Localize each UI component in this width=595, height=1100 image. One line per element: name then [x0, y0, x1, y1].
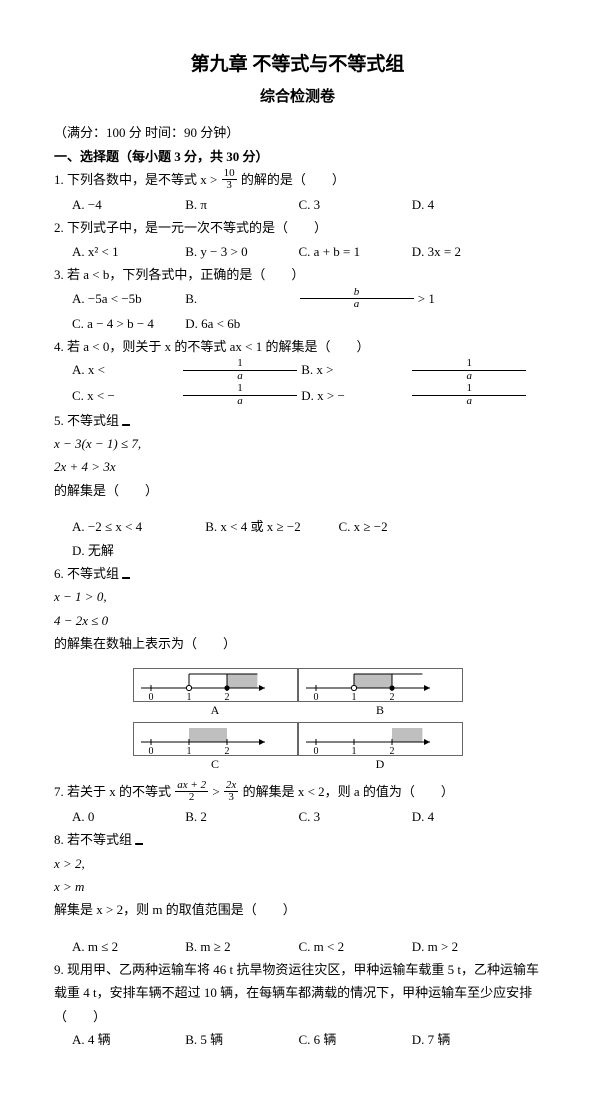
q4-C: C. x < − 1a	[72, 384, 298, 409]
svg-text:1: 1	[186, 746, 191, 756]
q2-stem: 2. 下列式子中，是一元一次不等式的是（ ）	[54, 216, 541, 239]
q8-stem: 8. 若不等式组	[54, 828, 541, 851]
q4-D: D. x > − 1a	[301, 384, 527, 409]
q5-stem: 5. 不等式组	[54, 409, 541, 432]
q7-C: C. 3	[299, 805, 409, 828]
q2-D: D. 3x = 2	[412, 240, 522, 263]
q6-diagram-a: 0 1 2	[133, 668, 298, 702]
test-subtitle: 综合检测卷	[54, 84, 541, 111]
q9-A: A. 4 辆	[72, 1028, 182, 1051]
q7-B: B. 2	[185, 805, 295, 828]
q1-B: B. π	[185, 193, 295, 216]
q2-choices: A. x² < 1 B. y − 3 > 0 C. a + b = 1 D. 3…	[72, 240, 541, 263]
svg-text:2: 2	[224, 692, 229, 702]
q4-choices: A. x < 1a B. x > 1a C. x < − 1a D. x > −…	[72, 358, 541, 408]
svg-text:0: 0	[148, 746, 153, 756]
q8-B: B. m ≥ 2	[185, 935, 295, 958]
chapter-title: 第九章 不等式与不等式组	[54, 48, 541, 82]
q9-D: D. 7 辆	[412, 1028, 522, 1051]
q5-C: C. x ≥ −2	[339, 515, 469, 538]
q2-B: B. y − 3 > 0	[185, 240, 295, 263]
q2-A: A. x² < 1	[72, 240, 182, 263]
q7-stem: 7. 若关于 x 的不等式 ax + 22 > 2x3 的解集是 x < 2，则…	[54, 780, 541, 805]
q1-frac: 10 3	[222, 168, 237, 192]
svg-text:2: 2	[389, 746, 394, 756]
full-marks-line: （满分：100 分 时间：90 分钟）	[54, 121, 541, 144]
q1-stem: 1. 下列各数中，是不等式 x > 10 3 的解的是（ ）	[54, 168, 541, 193]
q7-A: A. 0	[72, 805, 182, 828]
q2-C: C. a + b = 1	[299, 240, 409, 263]
q6-diagram-d: 0 1 2	[298, 722, 463, 756]
q3-D: D. 6a < 6b	[185, 312, 295, 335]
q6-label-a: A	[133, 700, 298, 722]
q8-choices: A. m ≤ 2 B. m ≥ 2 C. m < 2 D. m > 2	[72, 935, 541, 958]
q3-C: C. a − 4 > b − 4	[72, 312, 182, 335]
svg-text:1: 1	[351, 692, 356, 702]
svg-text:1: 1	[186, 692, 191, 702]
q9-C: C. 6 辆	[299, 1028, 409, 1051]
q1-A: A. −4	[72, 193, 182, 216]
q6-diagram-b: 0 1 2	[298, 668, 463, 702]
q1-D: D. 4	[412, 193, 522, 216]
q3-choices: A. −5a < −5b B. ba > 1 C. a − 4 > b − 4 …	[72, 287, 541, 335]
q3-A: A. −5a < −5b	[72, 287, 182, 310]
section-a-heading: 一、选择题（每小题 3 分，共 30 分）	[54, 145, 541, 168]
q6-stem: 6. 不等式组	[54, 562, 541, 585]
q9-B: B. 5 辆	[185, 1028, 295, 1051]
q3-stem: 3. 若 a < b，下列各式中，正确的是（ ）	[54, 263, 541, 286]
q7-D: D. 4	[412, 805, 522, 828]
q7-choices: A. 0 B. 2 C. 3 D. 4	[72, 805, 541, 828]
svg-text:0: 0	[313, 692, 318, 702]
q1-C: C. 3	[299, 193, 409, 216]
q8-A: A. m ≤ 2	[72, 935, 182, 958]
svg-text:0: 0	[313, 746, 318, 756]
q8-D: D. m > 2	[412, 935, 522, 958]
q6-diagram-c: 0 1 2	[133, 722, 298, 756]
q1-choices: A. −4 B. π C. 3 D. 4	[72, 193, 541, 216]
q4-A: A. x < 1a	[72, 358, 298, 383]
q5-A: A. −2 ≤ x < 4	[72, 515, 202, 538]
q5-choices: A. −2 ≤ x < 4 B. x < 4 或 x ≥ −2 C. x ≥ −…	[72, 515, 541, 562]
q5-D: D. 无解	[72, 539, 202, 562]
svg-text:1: 1	[351, 746, 356, 756]
q9-stem: 9. 现用甲、乙两种运输车将 46 t 抗旱物资运往灾区，甲种运输车载重 5 t…	[54, 958, 541, 1028]
q6-label-c: C	[133, 754, 298, 776]
q8-C: C. m < 2	[299, 935, 409, 958]
q3-B: B. ba > 1	[185, 287, 435, 312]
q6-label-d: D	[298, 754, 463, 776]
svg-text:2: 2	[224, 746, 229, 756]
q6-diagrams: 0 1 2 A 0 1 2 B 0 1 2 C 0 1 2 D	[133, 668, 463, 775]
q9-choices: A. 4 辆 B. 5 辆 C. 6 辆 D. 7 辆	[72, 1028, 541, 1051]
svg-text:0: 0	[148, 692, 153, 702]
svg-text:2: 2	[389, 692, 394, 702]
q4-B: B. x > 1a	[301, 358, 527, 383]
q6-label-b: B	[298, 700, 463, 722]
q5-B: B. x < 4 或 x ≥ −2	[205, 515, 335, 538]
q4-stem: 4. 若 a < 0，则关于 x 的不等式 ax < 1 的解集是（ ）	[54, 335, 541, 358]
